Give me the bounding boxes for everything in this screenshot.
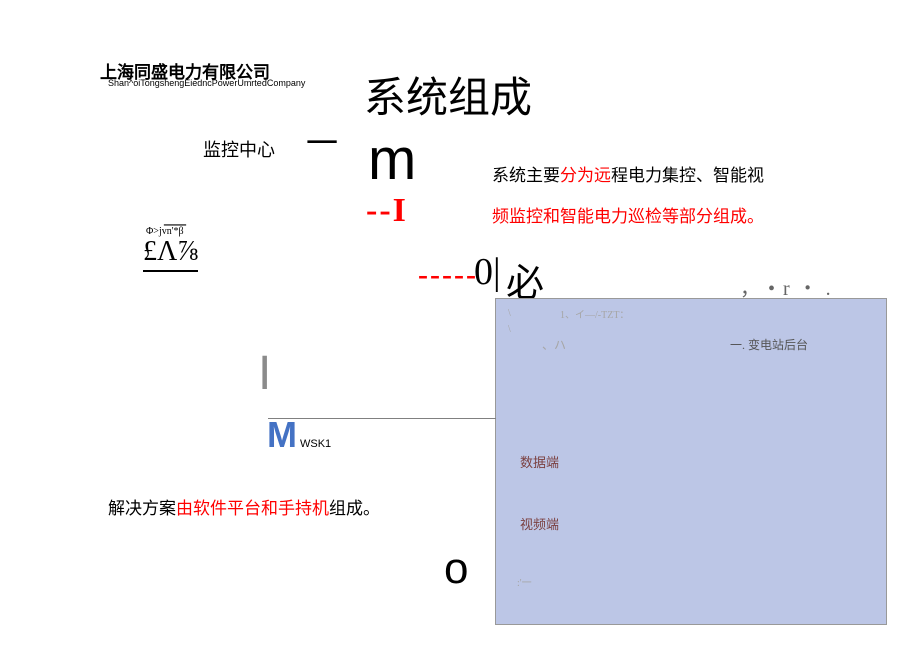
slash2: \	[508, 324, 511, 335]
zero-bar: 0|	[474, 250, 501, 294]
wsk1-label: WSK1	[300, 438, 331, 450]
foot-label: :'一	[517, 574, 532, 589]
monitor-center-label: 监控中心	[203, 136, 275, 162]
sol-b: 由软件平台和	[176, 499, 278, 518]
blue-m-glyph: M	[267, 414, 297, 456]
red-long-dash: -----	[418, 258, 478, 292]
sym-big: £Λ⅞	[143, 236, 198, 272]
tzt-label: 1、イ—/-TZT：	[560, 306, 629, 321]
body-p1b: 分为远	[560, 166, 611, 185]
big-m-glyph: m	[368, 126, 416, 193]
body-p2a: 频监控和智能电力巡检等部分组成。	[492, 207, 764, 226]
sol-c: 手持机	[278, 499, 329, 518]
red-dash-l: --I	[366, 192, 408, 230]
body-p1a: 系统主要	[492, 166, 560, 185]
data-port-label: 数据端	[520, 452, 559, 471]
body-p1c: 程电力集控、智能视	[611, 166, 764, 185]
connector-line	[268, 418, 496, 419]
ha-label: 、ハ	[542, 336, 566, 353]
big-o-glyph: o	[444, 544, 468, 594]
sol-d: 组成。	[329, 499, 380, 518]
sol-a: 解决方案	[108, 499, 176, 518]
body-paragraph: 系统主要分为远程电力集控、智能视 频监控和智能电力巡检等部分组成。	[492, 156, 872, 238]
slash1: \	[508, 308, 511, 319]
video-port-label: 视频端	[520, 514, 559, 533]
r-dots: ，•r・.	[740, 272, 839, 301]
company-name-en: Shan^oiTongshengEiedncPowerUmrtedCompany	[108, 78, 305, 88]
substation-back-label: 一. 变电站后台	[730, 336, 808, 353]
dash-top: 一	[306, 118, 338, 164]
gray-i-glyph: I	[258, 346, 271, 401]
page-title: 系统组成	[364, 64, 532, 125]
solution-text: 解决方案由软件平台和手持机组成。	[108, 494, 380, 519]
